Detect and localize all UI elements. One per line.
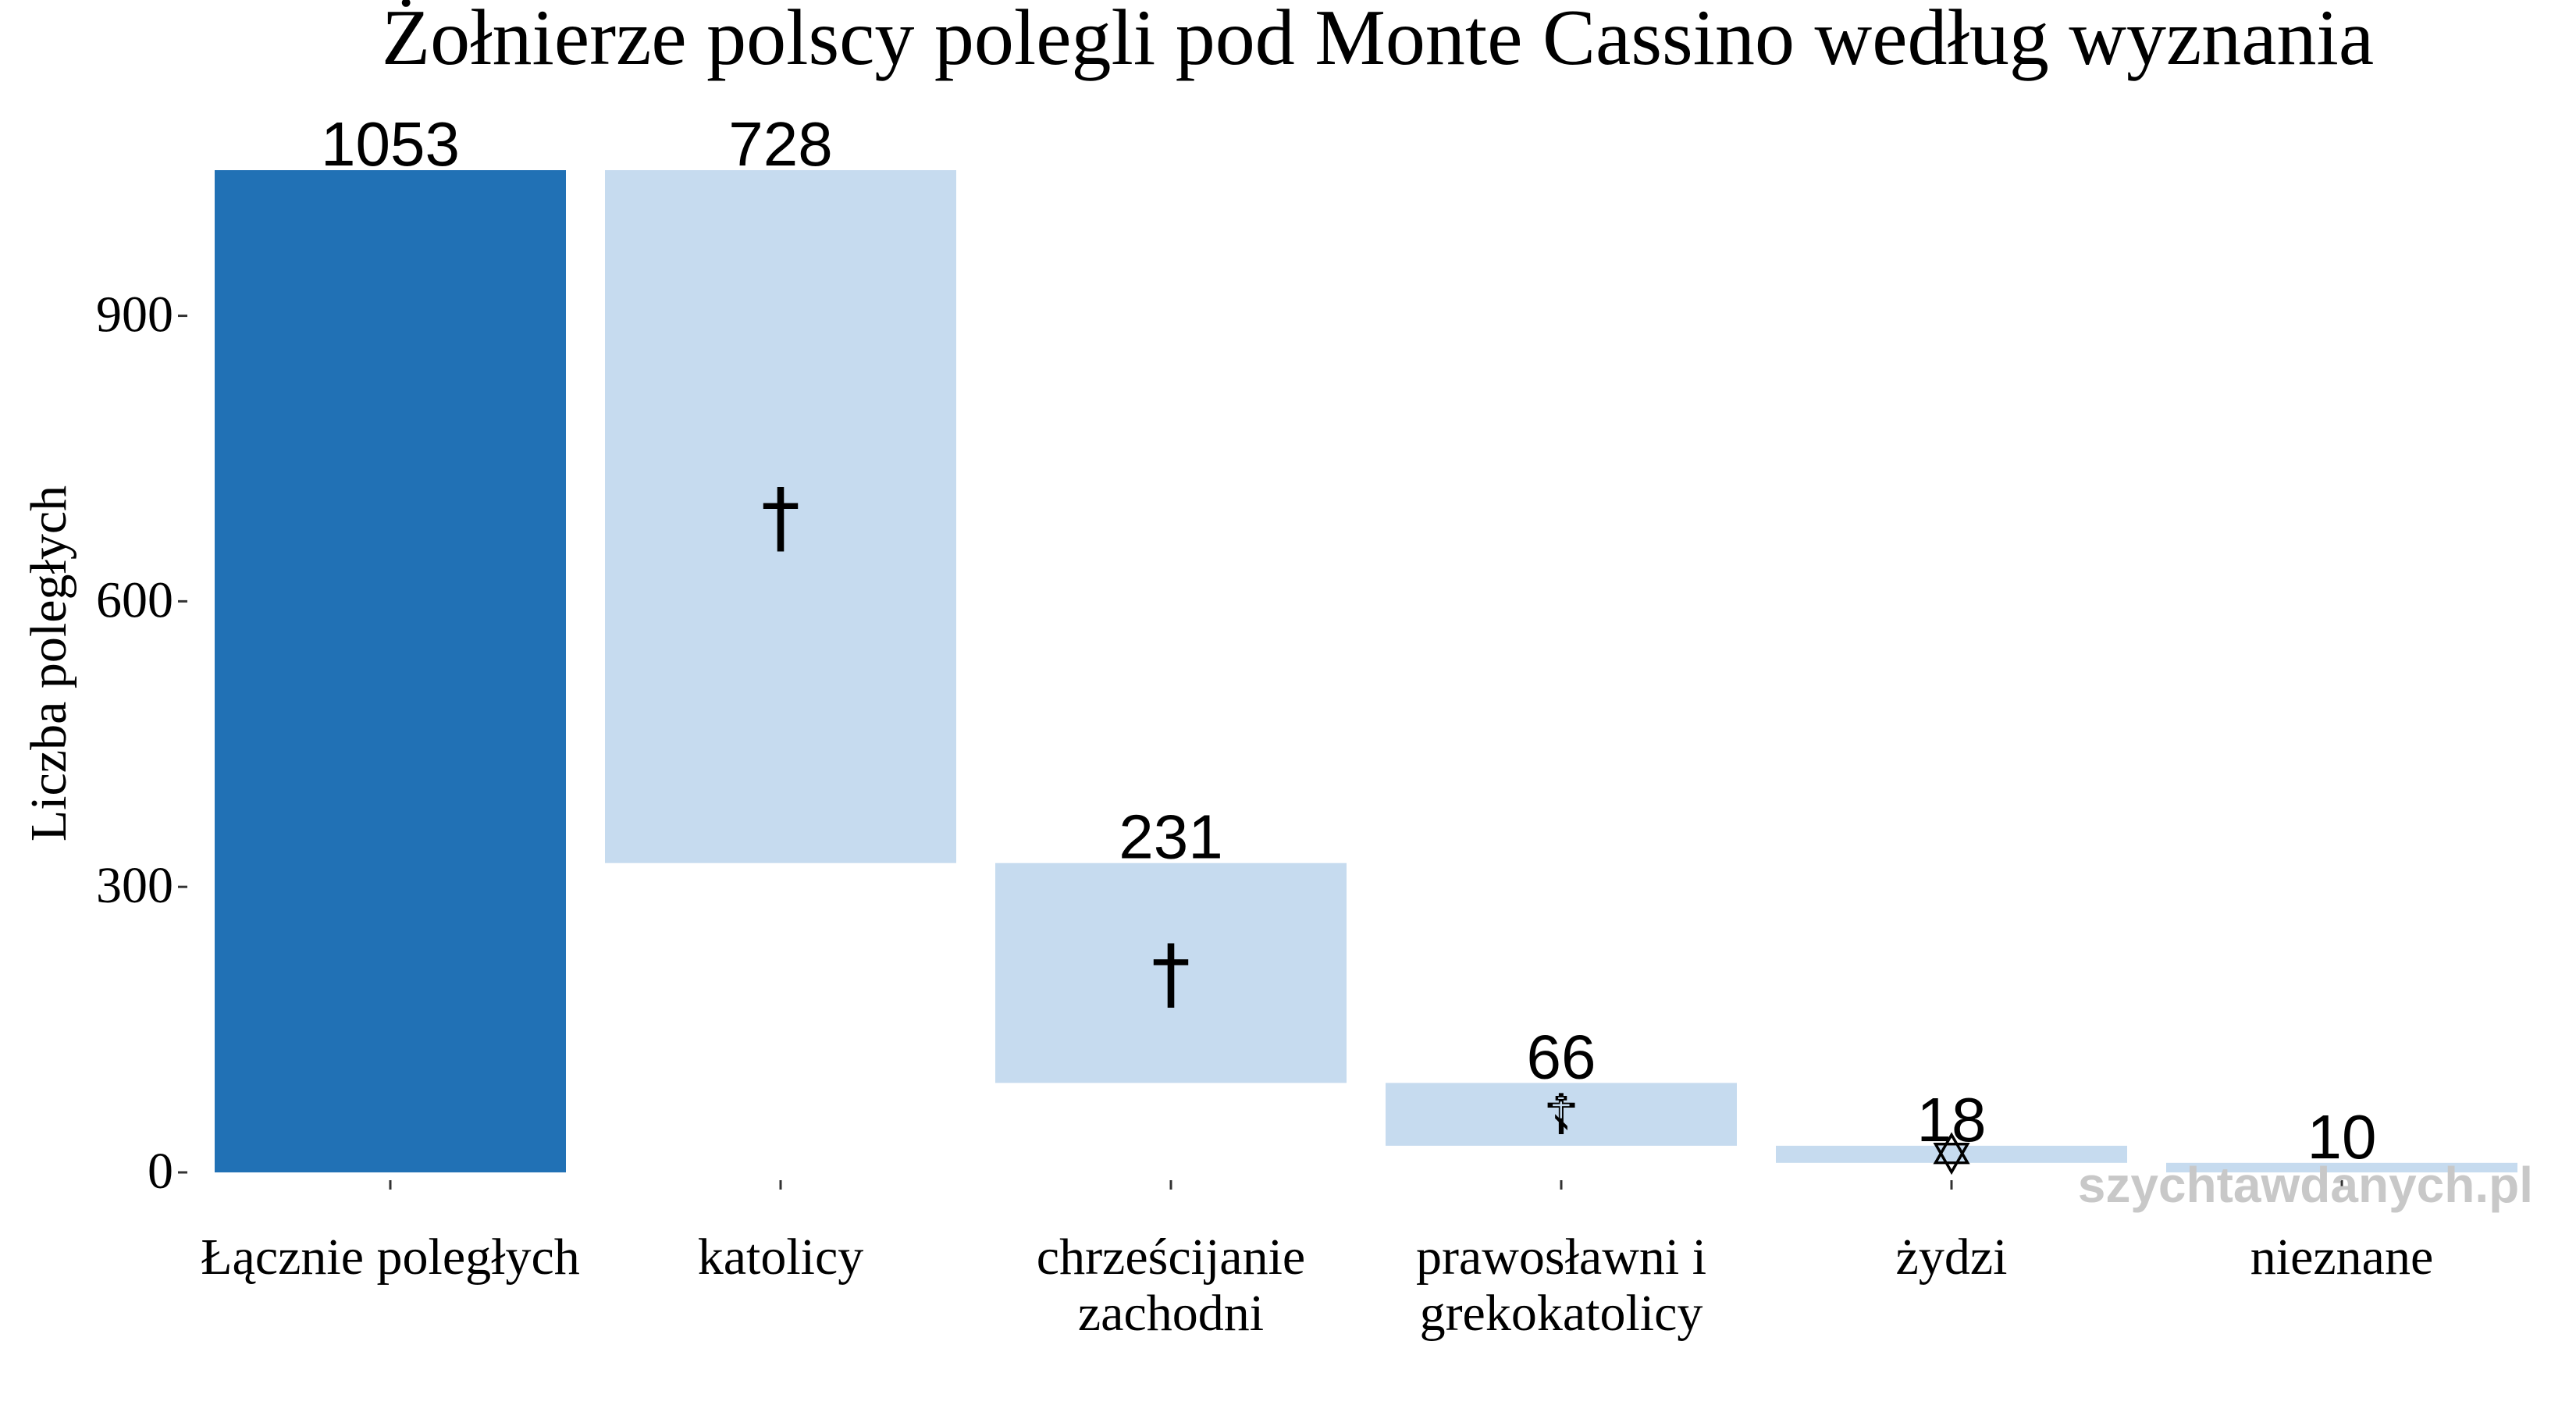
x-tick-label: zachodni	[1078, 1285, 1264, 1342]
y-tick-label: 600	[96, 571, 173, 628]
bar-1	[605, 170, 956, 863]
bar-5	[2166, 1162, 2517, 1172]
bar-4	[1776, 1145, 2127, 1163]
x-axis: Łącznie poległych katolicy chrześcijanieza…	[201, 1180, 2433, 1342]
x-tick-label: żydzi	[1896, 1229, 2008, 1286]
x-tick-label: prawosławni i	[1416, 1229, 1706, 1286]
data-label: 1053	[321, 109, 460, 179]
data-label: 231	[1119, 802, 1222, 872]
chart-title: Żołnierze polscy polegli pod Monte Cassi…	[382, 0, 2374, 82]
x-tick-label: grekokatolicy	[1420, 1285, 1703, 1342]
bars: 1053 728 † 231 † 66☦ 18✡ 10	[215, 109, 2517, 1187]
watermark: szychtawdanych.pl	[2078, 1157, 2533, 1213]
star-of-david-icon: ✡	[1928, 1122, 1975, 1187]
bar-0	[215, 170, 566, 1172]
data-label: 10	[2307, 1102, 2377, 1172]
x-tick-label: nieznane	[2250, 1229, 2434, 1286]
bar-2	[995, 863, 1347, 1083]
latin-cross-icon: †	[761, 471, 800, 563]
y-tick-label: 900	[96, 286, 173, 343]
data-label: 728	[728, 109, 832, 179]
y-tick-label: 300	[96, 857, 173, 914]
orthodox-cross-icon: ☦	[1543, 1082, 1580, 1147]
y-tick-label: 0	[148, 1143, 173, 1200]
y-axis-label: Liczba poległych	[20, 486, 77, 841]
bar-3	[1386, 1083, 1737, 1146]
x-tick-label: Łącznie poległych	[201, 1229, 580, 1286]
x-tick-label: katolicy	[698, 1229, 864, 1286]
latin-cross-icon: †	[1151, 928, 1190, 1019]
y-axis: 0 300 600 900	[96, 286, 187, 1200]
data-label: 18	[1917, 1085, 1987, 1154]
data-label: 66	[1527, 1022, 1596, 1091]
x-tick-label: chrześcijanie	[1037, 1229, 1305, 1286]
